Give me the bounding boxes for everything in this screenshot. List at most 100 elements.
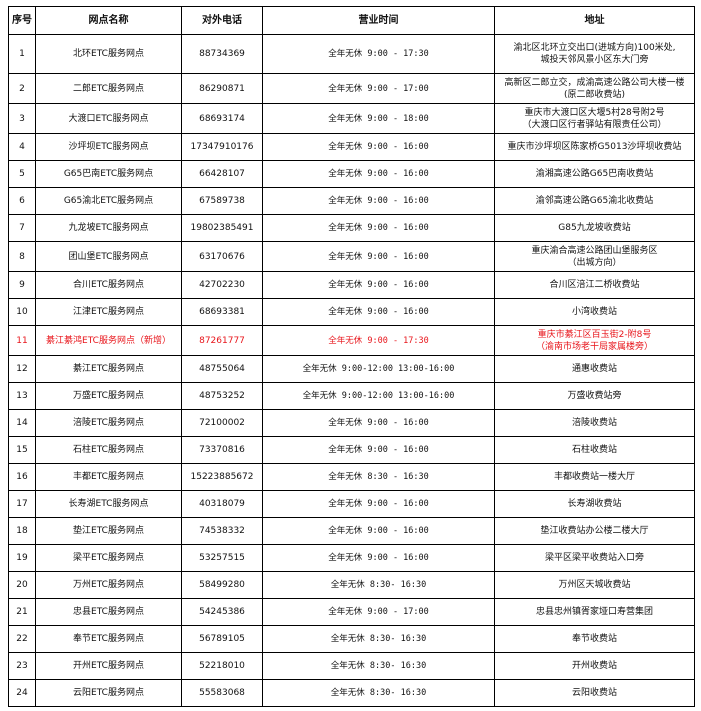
cell-hours: 全年无休 9:00-12:00 13:00-16:00: [262, 382, 495, 410]
cell-hours: 全年无休 8:30- 16:30: [262, 625, 495, 653]
cell-no: 20: [8, 571, 36, 599]
cell-phone: 48753252: [181, 382, 263, 410]
address-line: 高新区二郎立交，成渝高速公路公司大楼一楼: [504, 77, 685, 88]
address-line: 渝邻高速公路G65渝北收费站: [535, 196, 654, 206]
cell-address: 奉节收费站: [494, 625, 695, 653]
cell-phone: 68693381: [181, 298, 263, 326]
address-line: 万州区天城收费站: [558, 580, 631, 590]
cell-no: 22: [8, 625, 36, 653]
table-row: 16 丰都ETC服务网点 15223885672 全年无休 8:30 - 16:30 丰…: [8, 463, 695, 491]
cell-address: 石柱收费站: [494, 436, 695, 464]
table-row: 17 长寿湖ETC服务网点 40318079 全年无休 9:00 - 16:00 长寿湖…: [8, 490, 695, 518]
cell-hours: 全年无休 8:30- 16:30: [262, 571, 495, 599]
cell-name: 丰都ETC服务网点: [35, 463, 182, 491]
address-line: 合川区涪江二桥收费站: [549, 280, 640, 290]
address-line: 奉节收费站: [571, 634, 617, 644]
table-row: 21 忠县ETC服务网点 54245386 全年无休 9:00 - 17:00 忠县忠州…: [8, 598, 695, 626]
cell-name: 万州ETC服务网点: [35, 571, 182, 599]
address-line: 重庆市沙坪坝区陈家桥G5013沙坪坝收费站: [507, 142, 682, 152]
cell-no: 5: [8, 160, 36, 188]
header-name: 网点名称: [35, 6, 182, 35]
cell-name: 忠县ETC服务网点: [35, 598, 182, 626]
cell-hours: 全年无休 9:00 - 17:00: [262, 73, 495, 104]
cell-phone: 72100002: [181, 409, 263, 437]
header-hours: 营业时间: [262, 6, 495, 35]
address-line: 开州收费站: [571, 661, 617, 671]
table-row: 14 涪陵ETC服务网点 72100002 全年无休 9:00 - 16:00 涪陵收费…: [8, 409, 695, 437]
address-line: 渝北区北环立交出口(进城方向)100米处,: [513, 43, 676, 53]
cell-phone: 87261777: [181, 325, 263, 356]
table-row: 24 云阳ETC服务网点 55583068 全年无休 8:30- 16:30 云阳收费站: [8, 679, 695, 707]
cell-address: 万州区天城收费站: [494, 571, 695, 599]
address-line: （出城方向）: [567, 257, 622, 268]
cell-address: 重庆渝合高速公路团山堡服务区 （出城方向）: [494, 241, 695, 272]
cell-name: 江津ETC服务网点: [35, 298, 182, 326]
address-line: 垫江收费站办公楼二楼大厅: [540, 526, 649, 536]
address-line: 丰都收费站一楼大厅: [553, 472, 635, 482]
cell-hours: 全年无休 9:00 - 16:00: [262, 298, 495, 326]
address-line: 重庆市綦江区百玉街2-附8号: [537, 329, 652, 340]
cell-address: 渝北区北环立交出口(进城方向)100米处, 城投天邻风景小区东大门旁: [494, 34, 695, 74]
cell-phone: 86290871: [181, 73, 263, 104]
cell-no: 18: [8, 517, 36, 545]
cell-phone: 15223885672: [181, 463, 263, 491]
cell-no: 9: [8, 271, 36, 299]
cell-hours: 全年无休 9:00 - 16:00: [262, 241, 495, 272]
cell-name: 二郎ETC服务网点: [35, 73, 182, 104]
address-line: 石柱收费站: [571, 445, 617, 455]
cell-address: 重庆市沙坪坝区陈家桥G5013沙坪坝收费站: [494, 133, 695, 161]
cell-address: 涪陵收费站: [494, 409, 695, 437]
address-line: (原二郎收费站): [563, 89, 626, 100]
cell-hours: 全年无休 9:00 - 16:00: [262, 517, 495, 545]
cell-no: 17: [8, 490, 36, 518]
address-line: 忠县忠州镇胥家垭口寿营集团: [535, 607, 653, 617]
cell-address: 梁平区梁平收费站入口旁: [494, 544, 695, 572]
cell-no: 2: [8, 73, 36, 104]
cell-name: 大渡口ETC服务网点: [35, 103, 182, 134]
cell-address: 云阳收费站: [494, 679, 695, 707]
cell-address: G85九龙坡收费站: [494, 214, 695, 242]
cell-address: 重庆市綦江区百玉街2-附8号 （渝南市场老干局家属楼旁）: [494, 325, 695, 356]
cell-hours: 全年无休 8:30- 16:30: [262, 652, 495, 680]
cell-no: 8: [8, 241, 36, 272]
cell-name: 石柱ETC服务网点: [35, 436, 182, 464]
cell-hours: 全年无休 9:00 - 17:00: [262, 598, 495, 626]
cell-phone: 63170676: [181, 241, 263, 272]
address-line: 重庆市大渡口区大堰5村28号附2号: [524, 107, 665, 118]
cell-no: 16: [8, 463, 36, 491]
cell-name: 九龙坡ETC服务网点: [35, 214, 182, 242]
cell-phone: 73370816: [181, 436, 263, 464]
cell-no: 3: [8, 103, 36, 134]
cell-hours: 全年无休 9:00 - 16:00: [262, 160, 495, 188]
table-row: 11 綦江綦鸿ETC服务网点（新增） 87261777 全年无休 9:00 - 17:…: [8, 325, 695, 356]
address-line: 通惠收费站: [571, 364, 617, 374]
cell-name: 垫江ETC服务网点: [35, 517, 182, 545]
cell-hours: 全年无休 9:00 - 16:00: [262, 436, 495, 464]
cell-address: 丰都收费站一楼大厅: [494, 463, 695, 491]
table-row: 12 綦江ETC服务网点 48755064 全年无休 9:00-12:00 13:00…: [8, 355, 695, 383]
table-row: 15 石柱ETC服务网点 73370816 全年无休 9:00 - 16:00 石柱收费…: [8, 436, 695, 464]
cell-no: 13: [8, 382, 36, 410]
address-line: G85九龙坡收费站: [558, 223, 631, 233]
address-line: 重庆渝合高速公路团山堡服务区: [531, 245, 658, 256]
header-address: 地址: [494, 6, 695, 35]
cell-phone: 19802385491: [181, 214, 263, 242]
cell-name: 涪陵ETC服务网点: [35, 409, 182, 437]
table-row: 2 二郎ETC服务网点 86290871 全年无休 9:00 - 17:00 高新区二郎…: [8, 73, 695, 104]
cell-phone: 74538332: [181, 517, 263, 545]
cell-no: 15: [8, 436, 36, 464]
cell-hours: 全年无休 8:30- 16:30: [262, 679, 495, 707]
table-row: 8 团山堡ETC服务网点 63170676 全年无休 9:00 - 16:00 重庆渝合…: [8, 241, 695, 272]
cell-no: 14: [8, 409, 36, 437]
cell-no: 21: [8, 598, 36, 626]
cell-address: 渝邻高速公路G65渝北收费站: [494, 187, 695, 215]
table-row: 4 沙坪坝ETC服务网点 17347910176 全年无休 9:00 - 16:00 重…: [8, 133, 695, 161]
cell-address: 合川区涪江二桥收费站: [494, 271, 695, 299]
address-line: （大渡口区行者驿站有限责任公司）: [522, 119, 667, 130]
cell-hours: 全年无休 9:00 - 16:00: [262, 187, 495, 215]
etc-service-points-table: 序号 网点名称 对外电话 营业时间 地址 1 北环ETC服务网点 88734369 全…: [8, 6, 695, 707]
cell-name: 綦江綦鸿ETC服务网点（新增）: [35, 325, 182, 356]
table-row: 5 G65巴南ETC服务网点 66428107 全年无休 9:00 - 16:00 渝湘…: [8, 160, 695, 188]
address-line: 云阳收费站: [571, 688, 617, 698]
cell-no: 23: [8, 652, 36, 680]
